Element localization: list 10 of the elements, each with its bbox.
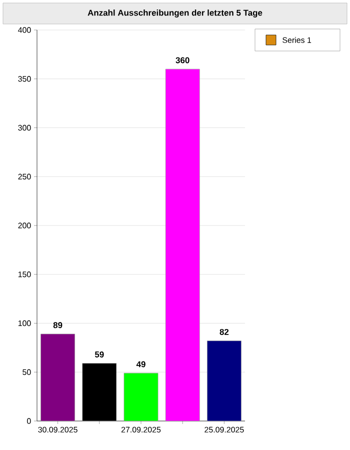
data-label: 89: [53, 322, 62, 328]
data-label: 360: [176, 57, 190, 64]
bar: [165, 68, 200, 422]
chart-title: Anzahl Ausschreibungen der letzten 5 Tage: [88, 10, 262, 18]
bar: [124, 372, 158, 422]
data-label: 59: [94, 351, 104, 358]
data-label: 49: [136, 361, 146, 368]
data-label: 82: [220, 328, 229, 335]
bar: [207, 340, 242, 422]
bar: [40, 334, 75, 422]
